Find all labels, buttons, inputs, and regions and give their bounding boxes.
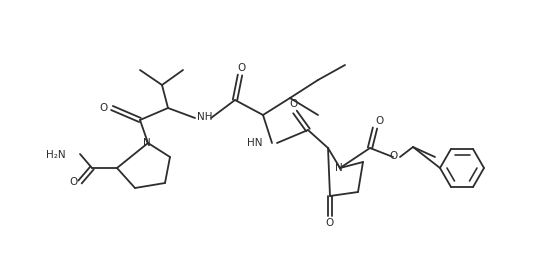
Text: N: N: [143, 138, 151, 148]
Text: N: N: [335, 163, 343, 173]
Text: O: O: [375, 116, 383, 126]
Text: HN: HN: [247, 138, 262, 148]
Text: O: O: [69, 177, 77, 187]
Text: O: O: [389, 151, 397, 161]
Text: O: O: [289, 99, 297, 109]
Text: H₂N: H₂N: [47, 150, 66, 160]
Text: O: O: [100, 103, 108, 113]
Text: O: O: [238, 63, 246, 73]
Text: NH: NH: [197, 112, 212, 122]
Text: O: O: [326, 218, 334, 228]
